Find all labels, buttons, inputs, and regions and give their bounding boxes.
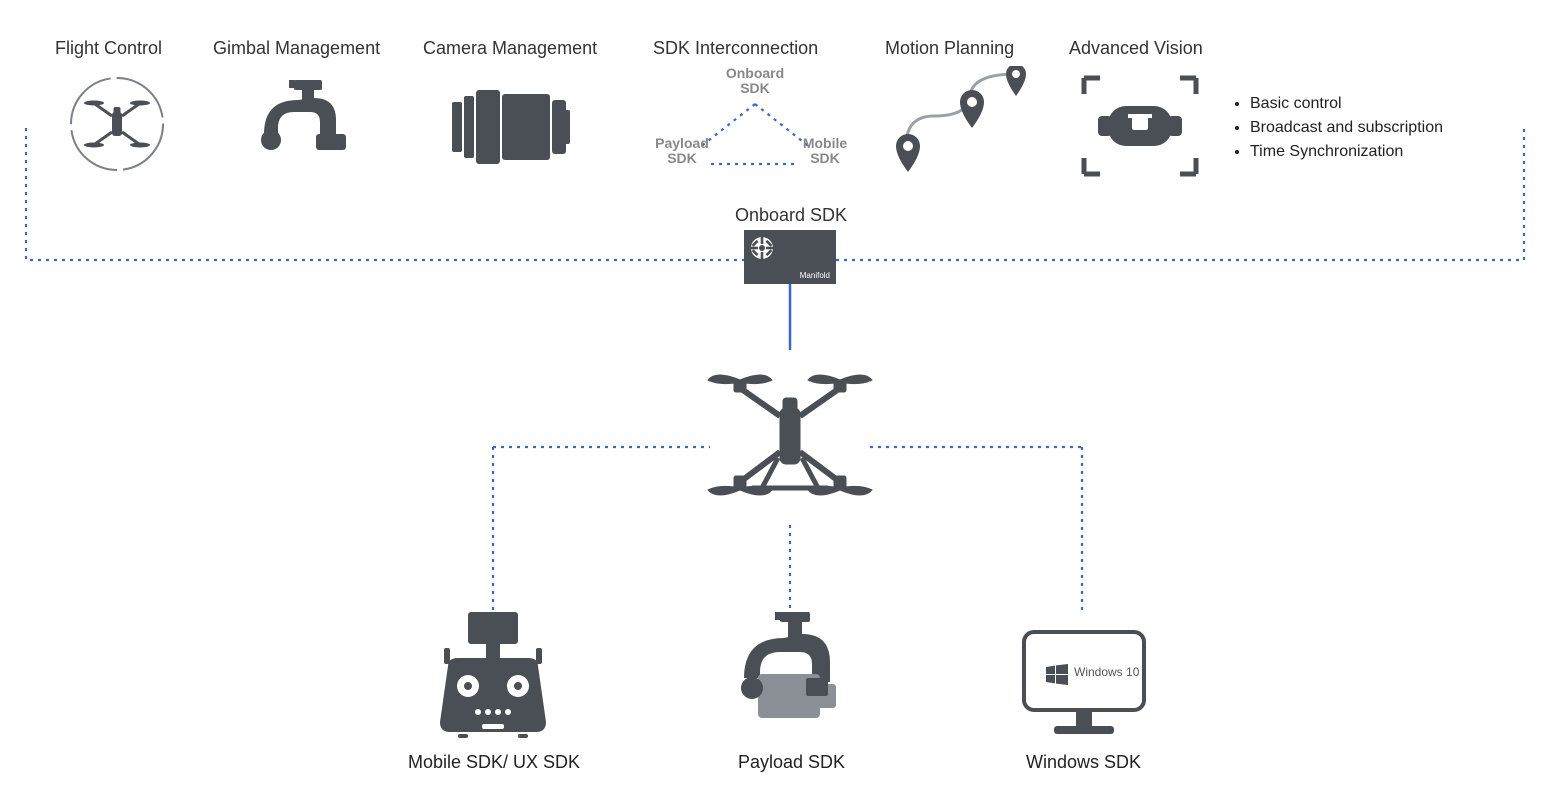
bullet-time-sync: Time Synchronization (1250, 140, 1443, 164)
label-flight-control: Flight Control (55, 38, 162, 59)
label-mobile-sdk: Mobile SDK/ UX SDK (408, 752, 580, 773)
flight-control-icon (63, 70, 171, 178)
gimbal-icon (258, 78, 358, 176)
feature-bullets: Basic control Broadcast and subscription… (1228, 92, 1443, 164)
label-payload-sdk: Payload SDK (738, 752, 845, 773)
label-gimbal-mgmt: Gimbal Management (213, 38, 380, 59)
payload-gimbal-icon (740, 612, 850, 742)
sdk-tri-onboard: OnboardSDK (721, 66, 789, 97)
windows-monitor-icon: Windows 10 (1020, 628, 1148, 740)
svg-text:Windows 10: Windows 10 (1074, 665, 1140, 679)
bullet-broadcast: Broadcast and subscription (1250, 116, 1443, 140)
controller-icon (438, 612, 548, 742)
sdk-tri-mobile: MobileSDK (795, 136, 855, 167)
advanced-vision-icon (1080, 74, 1200, 178)
svg-text:Manifold: Manifold (800, 271, 830, 280)
label-advanced-vision: Advanced Vision (1069, 38, 1203, 59)
bullet-basic-control: Basic control (1250, 92, 1443, 116)
sdk-tri-payload: PayloadSDK (649, 136, 715, 167)
label-sdk-interconnect: SDK Interconnection (653, 38, 818, 59)
label-camera-mgmt: Camera Management (423, 38, 597, 59)
label-windows-sdk: Windows SDK (1026, 752, 1141, 773)
label-motion-planning: Motion Planning (885, 38, 1014, 59)
drone-icon (700, 350, 880, 530)
manifold-icon: Manifold (744, 230, 836, 284)
onboard-sdk-label: Onboard SDK (735, 205, 847, 226)
camera-lens-icon (452, 88, 572, 166)
motion-planning-icon (888, 66, 1028, 186)
